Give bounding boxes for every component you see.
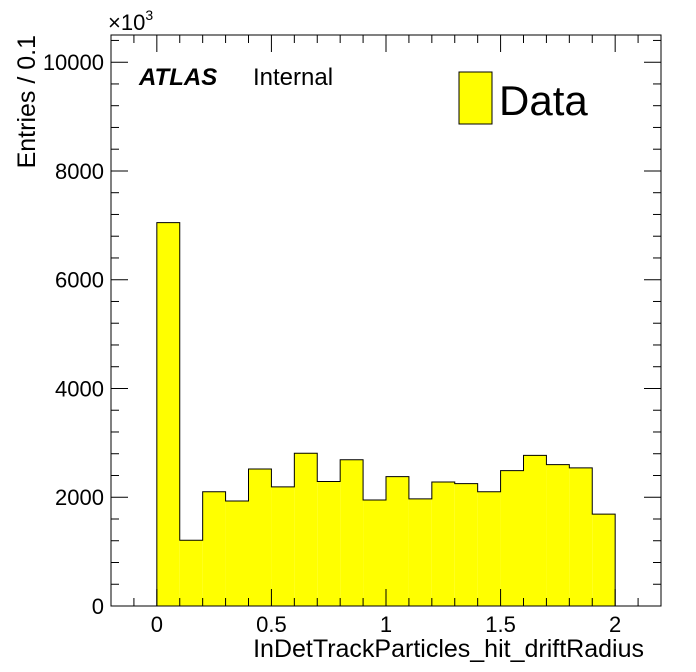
y-tick-label: 2000 <box>55 485 104 510</box>
y-tick-label: 10000 <box>43 50 104 75</box>
x-tick-label: 0.5 <box>256 612 287 637</box>
histogram-bar <box>340 459 364 606</box>
histogram-bar <box>546 464 570 606</box>
histogram-bar <box>386 476 409 606</box>
y-tick-label: 0 <box>92 594 104 619</box>
x-tick-label: 2 <box>609 612 621 637</box>
histogram-bar <box>248 468 272 606</box>
legend: Data <box>458 71 588 125</box>
histogram-bar <box>179 540 203 606</box>
histogram-bar <box>523 455 547 606</box>
histogram-bar <box>363 499 386 606</box>
y-scale-exponent: 3 <box>145 7 153 23</box>
legend-swatch <box>458 71 493 125</box>
histogram-bar <box>271 486 295 606</box>
histogram-bars <box>156 222 616 606</box>
x-tick-label: 1 <box>380 612 392 637</box>
y-tick-label: 8000 <box>55 159 104 184</box>
histogram-bar <box>202 491 226 606</box>
histogram-bar <box>431 482 455 606</box>
legend-label: Data <box>499 77 588 124</box>
x-tick-label: 0 <box>151 612 163 637</box>
x-axis-ticks <box>110 35 662 606</box>
y-tick-label: 4000 <box>55 376 104 401</box>
y-axis-ticks <box>111 39 661 607</box>
histogram-bar <box>592 514 616 606</box>
histogram-bar <box>500 470 524 606</box>
histogram-bar <box>294 453 318 606</box>
histogram-outline <box>156 222 616 606</box>
histogram-bar <box>225 501 249 606</box>
histogram-bar <box>408 498 432 606</box>
histogram-bar <box>569 467 593 606</box>
x-axis-title: InDetTrackParticles_hit_driftRadius <box>253 635 644 663</box>
histogram-bar <box>156 222 180 606</box>
y-tick-labels: 0 2000 4000 6000 8000 10000 <box>43 50 104 619</box>
internal-label: Internal <box>253 64 333 91</box>
atlas-label: ATLAS <box>138 64 217 91</box>
x-tick-labels: 0 0.5 1 1.5 2 <box>151 612 622 637</box>
histogram-bar <box>454 483 478 606</box>
y-scale-base: ×10 <box>108 10 145 35</box>
y-scale-label: ×103 <box>108 7 153 35</box>
y-tick-label: 6000 <box>55 268 104 293</box>
histogram-bar <box>477 491 501 606</box>
y-axis-title: Entries / 0.1 <box>13 35 41 168</box>
x-tick-label: 1.5 <box>485 612 516 637</box>
histogram-bar <box>317 481 341 606</box>
